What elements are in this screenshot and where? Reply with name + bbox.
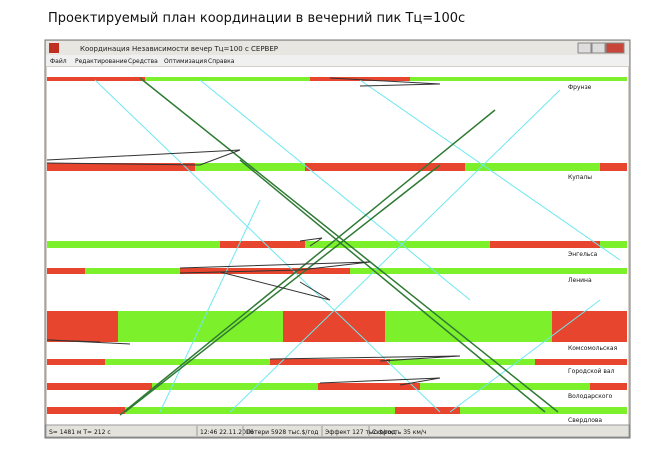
queue (319, 377, 441, 386)
queue (329, 77, 441, 87)
green-wave-band (199, 79, 471, 301)
signal-phase (152, 383, 318, 390)
signal-phase (465, 163, 600, 171)
status-field: S= 1481 м T= 212 с (49, 429, 111, 436)
intersection-label: Фрунзе (568, 84, 592, 91)
queue (46, 149, 241, 166)
signal-phase (195, 163, 305, 171)
window-title: Координация Независимости вечер Тц=100 с… (80, 45, 278, 53)
signal-phase (535, 359, 627, 365)
menu-item[interactable]: Средства (128, 58, 158, 65)
signal-phase (47, 383, 152, 390)
signal-phase (47, 359, 105, 365)
signal-phase (350, 268, 627, 274)
signal-phase (310, 77, 410, 81)
menu-bar (46, 55, 629, 66)
intersection-label: Володарского (568, 393, 613, 400)
status-field: 12:46 22.11.2016 (200, 429, 254, 436)
intersection-label: Свердлова (568, 417, 602, 424)
trajectory (139, 77, 559, 413)
title-bar (46, 41, 629, 55)
signal-phase (410, 77, 627, 81)
signal-phase (85, 268, 180, 274)
signal-phase (305, 241, 490, 248)
signal-phase (47, 268, 85, 274)
queue (179, 261, 371, 274)
green-wave-band (449, 299, 601, 413)
intersection-label: Ленина (568, 277, 592, 284)
status-field: Скорость 35 км/ч (372, 429, 426, 436)
minimize-button[interactable] (577, 42, 592, 54)
signal-phase (390, 359, 535, 365)
menu-item[interactable]: Редактирование (75, 58, 128, 65)
signal-phase (47, 241, 220, 248)
signal-phase (318, 383, 420, 390)
queue (46, 339, 131, 345)
signal-phase (47, 407, 125, 414)
app-icon (49, 43, 59, 53)
signal-phase (47, 311, 118, 342)
signal-phase (125, 407, 395, 414)
intersection-label: Комсомольская (568, 345, 618, 352)
status-field: Потери 5928 тыс.$/год (246, 429, 318, 436)
status-bar (45, 424, 630, 438)
green-wave-band (359, 79, 621, 261)
queue (219, 271, 331, 301)
menu-item[interactable]: Файл (50, 58, 67, 65)
signal-phase (385, 311, 552, 342)
queue (269, 355, 461, 362)
intersection-label: Купалы (568, 174, 592, 181)
signal-phase (600, 163, 627, 171)
menu-item[interactable]: Оптимизация (164, 58, 207, 65)
maximize-button[interactable] (591, 42, 606, 54)
status-field: Эффект 127 тыс.$/год (325, 429, 396, 436)
signal-phase (600, 241, 627, 248)
signal-phase (145, 77, 310, 81)
signal-phase (552, 311, 627, 342)
queue (299, 237, 323, 247)
signal-phase (47, 77, 145, 81)
page-heading: Проектируемый план координации в вечерни… (48, 11, 465, 26)
signal-phase (105, 359, 270, 365)
menu-item[interactable]: Справка (208, 58, 235, 65)
intersection-label: Городской вал (568, 368, 615, 375)
trajectory (239, 159, 546, 413)
signal-phase (220, 241, 305, 248)
trajectory (119, 109, 496, 416)
signal-phase (305, 163, 465, 171)
signal-phase (420, 383, 590, 390)
signal-phase (283, 311, 385, 342)
intersection-label: Энгельса (568, 251, 598, 258)
signal-phase (395, 407, 460, 414)
signal-phase (590, 383, 627, 390)
signal-phase (490, 241, 600, 248)
trajectory (124, 164, 441, 413)
signal-phase (47, 163, 195, 171)
green-wave-band (159, 199, 261, 413)
close-button[interactable] (605, 42, 625, 54)
green-wave-band (94, 79, 441, 413)
signal-phase (270, 359, 390, 365)
